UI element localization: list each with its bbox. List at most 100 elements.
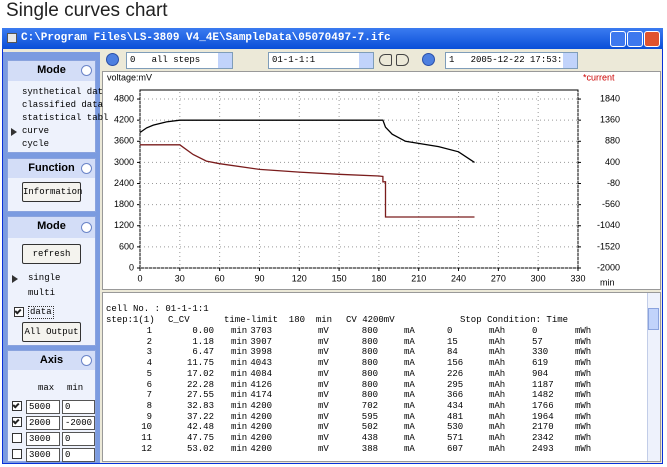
mode-item[interactable]: curve [22,126,50,136]
log-cell: min [231,326,248,336]
log-cell: 330 [532,347,549,358]
log-cell: mV [318,358,329,369]
y2-tick-label: -80 [607,178,620,188]
panel-title: Mode [8,217,95,238]
axis-max-input[interactable]: 3000 [26,448,60,462]
log-cell: 571 [447,433,464,443]
collapse-button[interactable] [81,65,92,76]
y2-axis-label: *current [583,72,615,82]
axis-min-input[interactable]: -2000 [62,416,95,430]
scroll-thumb[interactable] [648,308,659,330]
toolbar-icon[interactable] [106,53,119,66]
mode-item[interactable]: statistical tabl [22,113,109,123]
log-cell: 800 [361,368,378,379]
collapse-button[interactable] [81,222,92,233]
collapse-button[interactable] [81,355,92,366]
checkbox[interactable] [12,401,22,411]
step-info: CV 4200mV [346,315,395,325]
y-tick-label: 1200 [114,220,134,230]
close-button[interactable] [644,31,660,47]
log-cell: 1187 [532,379,554,390]
log-cell: 4 [146,358,152,369]
checkbox[interactable] [12,449,22,459]
log-cell: 4200 [250,433,272,443]
x-tick-label: 30 [175,273,185,283]
log-cell: 800 [361,326,378,336]
log-cell: 502 [361,422,378,433]
mode-item[interactable]: synthetical dat [22,87,104,97]
log-cell: 53.02 [186,443,214,454]
next-button[interactable] [396,54,409,66]
mode-item[interactable]: multi [28,288,56,298]
data-line [139,119,475,163]
log-cell: min [231,358,248,369]
log-cell: mV [318,443,329,454]
mode-item[interactable]: single [28,273,61,283]
log-cell: 42.48 [186,422,214,433]
axis-max-input[interactable]: 5000 [26,400,60,414]
log-cell: min [231,347,248,358]
maximize-button[interactable] [627,31,643,47]
y-tick-label: 4200 [114,115,134,125]
log-cell: mWh [575,336,592,347]
axis-max-input[interactable]: 3000 [26,432,60,446]
log-cell: mAh [489,347,506,358]
collapse-button[interactable] [81,163,92,174]
log-cell: 32.83 [186,400,214,411]
panel-title: Mode [8,61,95,81]
log-cell: mV [318,336,329,347]
mode-item[interactable]: classified data [22,100,104,110]
axis-min-input[interactable]: 0 [62,400,95,414]
checkbox[interactable] [12,417,22,427]
refresh-button[interactable]: refresh [22,244,81,264]
x-axis-label: min [600,277,615,287]
log-cell: min [231,400,248,411]
log-cell: 6 [146,379,152,390]
log-cell: 4200 [250,400,272,411]
selected-marker [12,275,18,283]
prev-button[interactable] [379,54,392,66]
log-cell: mAh [489,400,506,411]
log-cell: mA [404,368,415,379]
log-cell: mWh [575,411,592,422]
log-cell: mV [318,390,329,401]
log-cell: mWh [575,358,592,369]
log-cell: 481 [447,411,464,422]
column-header: min [67,383,84,393]
channel-select[interactable]: 01-1-1:1 [268,52,374,69]
checkbox[interactable] [12,433,22,443]
log-cell: mAh [489,411,506,422]
log-cell: 434 [447,400,464,411]
log-cell: mAh [489,390,506,401]
log-cell: 800 [361,347,378,358]
log-cell: 12 [141,443,152,454]
log-cell: 595 [361,411,378,422]
log-cell: mAh [489,326,506,336]
minimize-button[interactable] [610,31,626,47]
axis-min-input[interactable]: 0 [62,432,95,446]
log-cell: 530 [447,422,464,433]
panel-title: Function [8,159,95,178]
x-tick-label: 60 [215,273,225,283]
step-select[interactable]: 0 all steps [126,52,233,69]
log-cell: 0 [447,326,453,336]
checkbox[interactable] [14,307,24,317]
checkbox-label[interactable]: data [28,306,54,319]
log-cell: mAh [489,336,506,347]
axis-max-input[interactable]: 2000 [26,416,60,430]
mode-item[interactable]: cycle [22,139,50,149]
record-select[interactable]: 1 2005-12-22 17:53:29 [445,52,578,69]
information-button[interactable]: Information [22,182,82,202]
y2-tick-label: 1840 [600,93,620,103]
all-output-button[interactable]: All Output [22,322,81,342]
log-cell: mA [404,379,415,390]
x-tick-label: 150 [332,273,347,283]
log-cell: mAh [489,443,506,454]
x-tick-label: 90 [254,273,264,283]
toolbar-icon[interactable] [422,53,435,66]
log-cell: 22.28 [186,379,214,390]
scrollbar[interactable] [647,293,660,461]
axis-min-input[interactable]: 0 [62,448,95,462]
log-cell: mWh [575,422,592,433]
log-cell: 2170 [532,422,554,433]
